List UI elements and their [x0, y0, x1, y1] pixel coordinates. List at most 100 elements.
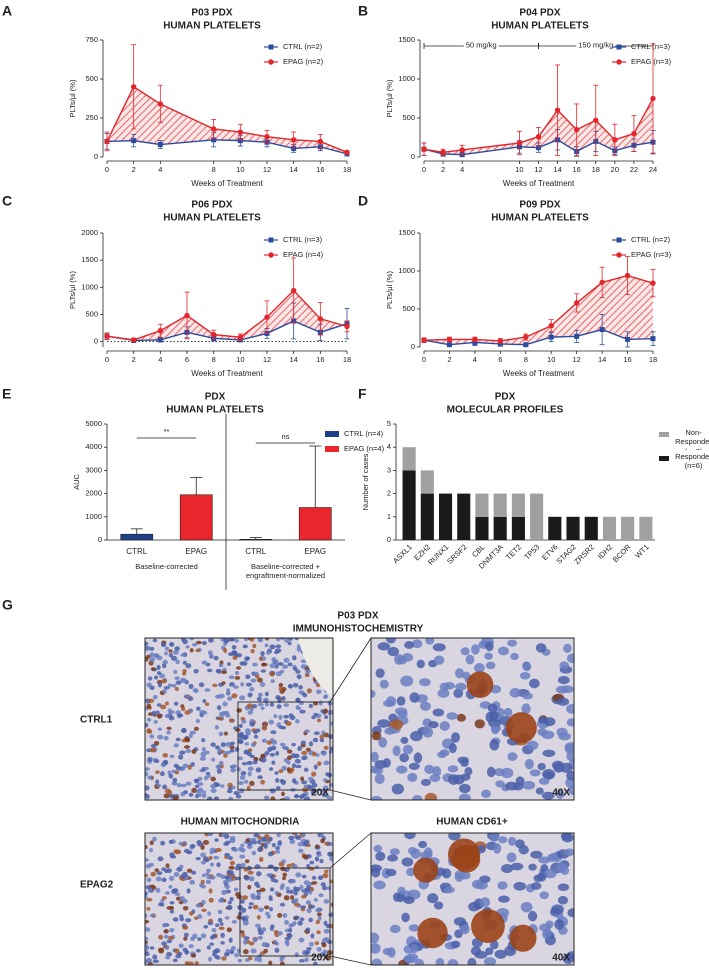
nucleus	[145, 792, 148, 797]
nucleus	[299, 709, 306, 714]
nucleus	[231, 644, 237, 650]
nucleus	[160, 898, 165, 903]
nucleus	[471, 644, 480, 655]
nucleus	[174, 646, 180, 651]
nucleus	[162, 659, 168, 665]
x-tick-label: 18	[343, 355, 351, 364]
nucleus	[163, 759, 169, 766]
nucleus	[261, 927, 267, 932]
stained-cell	[260, 753, 266, 759]
bar-segment	[402, 470, 416, 540]
data-point	[104, 333, 110, 339]
stained-cell	[330, 902, 333, 907]
legend-marker	[268, 252, 274, 258]
nucleus	[256, 891, 262, 896]
nucleus	[277, 840, 282, 845]
chart-title: P04 PDX	[519, 8, 560, 19]
nucleus	[269, 644, 276, 650]
image-border	[144, 832, 334, 966]
nucleus	[256, 696, 262, 702]
x-axis-label: Weeks of Treatment	[191, 179, 263, 188]
nucleus	[313, 731, 320, 735]
nucleus	[528, 678, 540, 689]
nucleus	[150, 743, 157, 748]
nucleus	[196, 840, 202, 845]
nucleus	[189, 730, 197, 735]
nucleus	[328, 734, 333, 739]
nucleus	[145, 641, 149, 646]
nucleus	[294, 753, 300, 759]
stained-cell	[182, 925, 189, 930]
nucleus	[257, 935, 264, 940]
x-tick-label: 10	[547, 355, 555, 364]
significance-label: **	[164, 427, 170, 436]
nucleus	[307, 776, 314, 782]
nucleus	[313, 764, 318, 770]
nucleus	[222, 701, 228, 707]
nucleus	[173, 871, 180, 877]
data-point	[344, 149, 350, 156]
nucleus	[229, 835, 236, 841]
stained-cell	[161, 896, 167, 900]
nucleus	[195, 718, 201, 724]
nucleus	[166, 939, 173, 944]
x-tick-label: 16	[572, 165, 580, 174]
nucleus	[557, 675, 570, 685]
nucleus	[385, 696, 397, 707]
data-point	[446, 336, 453, 343]
data-point	[554, 107, 561, 113]
nucleus	[300, 740, 307, 746]
x-tick-label: 16	[316, 355, 324, 364]
x-tick-label: 8	[212, 165, 216, 174]
nucleus	[161, 941, 167, 946]
y-axis-label: PLTs/µl (%)	[68, 79, 77, 117]
stained-cell	[228, 865, 235, 870]
nucleus	[201, 793, 207, 799]
stained-cell	[178, 900, 184, 905]
stained-cell	[323, 745, 329, 750]
x-axis-label: Weeks of Treatment	[503, 179, 575, 188]
nucleus	[244, 742, 250, 746]
nucleus	[281, 745, 287, 750]
nucleus	[169, 901, 175, 905]
legend-marker	[616, 237, 622, 243]
nucleus	[326, 939, 333, 944]
nucleus	[446, 712, 458, 720]
stained-cell	[163, 793, 170, 799]
nucleus	[145, 959, 148, 964]
y-tick-label: 5	[387, 419, 391, 428]
data-point	[446, 342, 452, 348]
bar-segment	[530, 493, 544, 540]
nucleus	[238, 781, 244, 786]
stained-cell	[263, 948, 268, 954]
bar-segment	[584, 516, 598, 540]
nucleus	[225, 741, 232, 747]
nucleus	[292, 666, 298, 671]
stained-cell	[281, 791, 285, 797]
stained-cell	[424, 792, 438, 800]
nucleus	[179, 864, 184, 869]
nucleus	[233, 726, 238, 730]
data-point	[650, 336, 656, 342]
nucleus	[145, 767, 150, 771]
nucleus	[175, 680, 182, 685]
legend-marker	[616, 44, 622, 50]
nucleus	[171, 655, 178, 661]
nucleus	[163, 735, 169, 741]
nucleus	[217, 917, 223, 923]
legend-label: CTRL (n=4)	[344, 429, 384, 438]
nucleus	[263, 795, 270, 800]
nucleus	[323, 928, 330, 934]
nucleus	[270, 679, 275, 684]
nucleus	[290, 878, 296, 884]
stained-cell	[316, 718, 322, 723]
y-tick-label: 1	[387, 512, 391, 521]
nucleus	[371, 932, 380, 944]
nucleus	[213, 855, 220, 860]
stained-cell	[232, 655, 238, 661]
nucleus	[153, 653, 159, 659]
legend-label: CTRL (n=3)	[283, 235, 323, 244]
nucleus	[396, 765, 408, 774]
nucleus	[153, 720, 158, 724]
nucleus	[220, 742, 226, 748]
